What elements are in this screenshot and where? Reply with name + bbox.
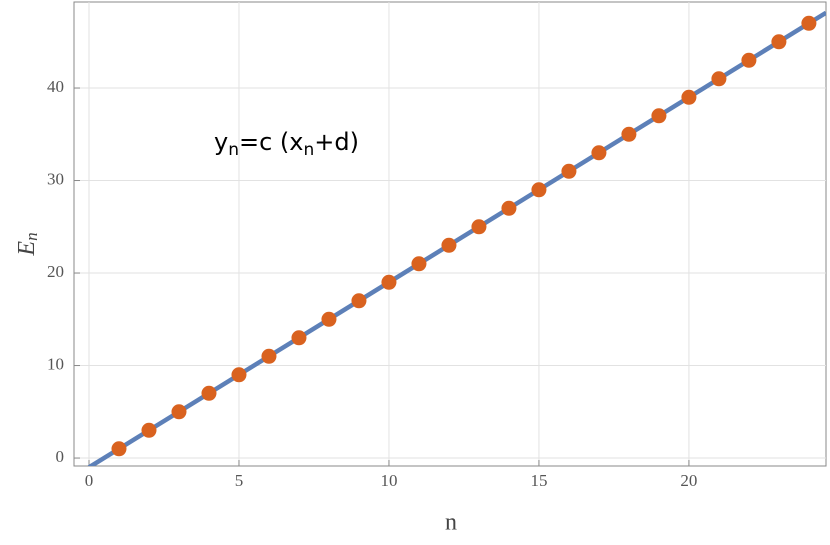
y-label-sub: n (22, 232, 41, 241)
x-tick-label: 20 (680, 471, 697, 490)
annotation-sub: n (303, 140, 314, 160)
data-point (471, 219, 487, 235)
data-point (261, 348, 277, 364)
annotation: yn=c (xn+d) (214, 128, 359, 160)
data-point (651, 108, 667, 124)
data-point (621, 126, 637, 142)
y-tick-label: 40 (47, 77, 64, 96)
annotation-text: +d) (314, 128, 359, 156)
data-point (591, 145, 607, 161)
data-point (681, 89, 697, 105)
data-point (741, 52, 757, 68)
y-tick-label: 10 (47, 354, 64, 373)
y-tick-label: 20 (47, 262, 64, 281)
data-point (501, 200, 517, 216)
data-point (321, 311, 337, 327)
data-point (561, 163, 577, 179)
data-point (711, 71, 727, 87)
annotation-text: y (214, 128, 228, 156)
x-tick-label: 10 (380, 471, 397, 490)
data-point (441, 237, 457, 253)
y-tick-label: 0 (56, 447, 65, 466)
annotation-sub: n (228, 140, 239, 160)
data-point (171, 404, 187, 420)
data-point (231, 367, 247, 383)
data-point (351, 293, 367, 309)
plot-area (87, 10, 826, 466)
data-point (531, 182, 547, 198)
data-point (291, 330, 307, 346)
data-point (801, 15, 817, 31)
data-point (411, 256, 427, 272)
data-point (141, 422, 157, 438)
x-tick-label: 0 (85, 471, 94, 490)
y-label-main: E (14, 241, 40, 257)
data-point (201, 385, 217, 401)
data-point (771, 34, 787, 50)
data-point (381, 274, 397, 290)
x-tick-label: 5 (235, 471, 244, 490)
y-tick-label: 30 (47, 169, 64, 188)
annotation-text: =c (x (239, 128, 304, 156)
data-point (111, 441, 127, 457)
x-tick-label: 15 (530, 471, 547, 490)
y-axis-label: En (14, 232, 41, 256)
plot-frame (73, 1, 827, 467)
x-axis-label: n (445, 510, 457, 536)
